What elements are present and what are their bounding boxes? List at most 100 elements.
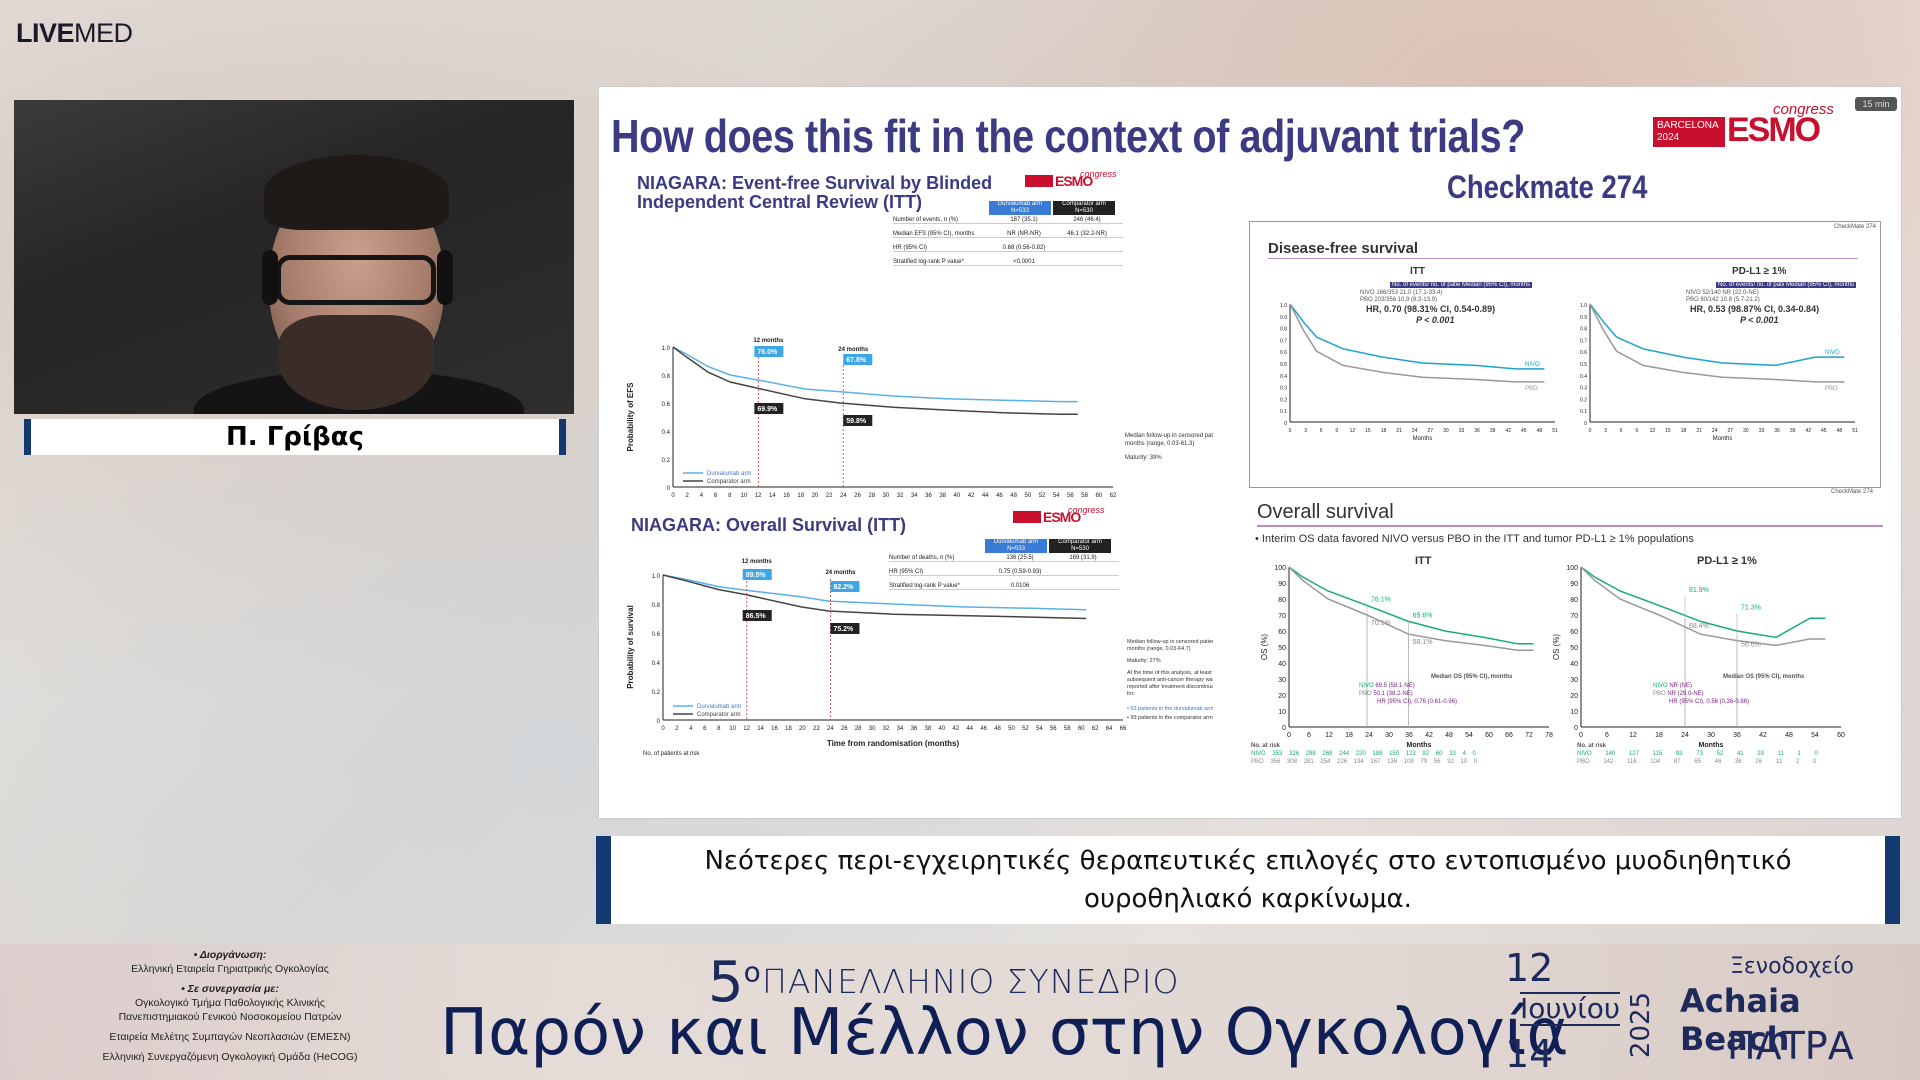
niagara-efs-panel: NIAGARA: Event-free Survival by Blinded … (613, 167, 1213, 567)
cmos-pdl1-x-tick: 6 (1605, 732, 1609, 739)
hr-table-row: HR (95% CI) 0.75 (0.59-0.93) (889, 569, 1119, 576)
cmos-itt-x-tick: 12 (1325, 732, 1333, 739)
efs-x-tick: 2 (686, 493, 690, 499)
efs-val24-top: 67.8% (846, 357, 867, 364)
os-title-rule (1257, 525, 1883, 527)
dfs-itt-y-tick: 0.9 (1280, 315, 1287, 321)
os-tag24: 24 months (825, 570, 856, 576)
hr-table-row: Stratified log-rank P value* 0.0106 (889, 583, 1119, 590)
efs-legend-comp: Comparator arm (707, 479, 751, 485)
dfs-pdl1-x-tick: 12 (1650, 428, 1656, 434)
os-val24-top-bg (830, 581, 860, 592)
hr-table-row: Stratified log-rank P value* <0.0001 (893, 259, 1123, 266)
os-x-tick: 58 (1064, 726, 1071, 732)
os-x-tick: 46 (980, 726, 987, 732)
dfs-itt-x-tick: 9 (1335, 428, 1338, 434)
efs-y-tick: 0.4 (662, 430, 671, 436)
os-legend-comp: Comparator arm (697, 712, 741, 718)
os-x-tick: 24 (827, 726, 834, 732)
slide-title: How does this fit in the context of adju… (611, 110, 1525, 162)
os-x-tick: 40 (938, 726, 945, 732)
efs-x-tick: 30 (883, 493, 890, 499)
dfs-pdl1-x-tick: 15 (1665, 428, 1671, 434)
cmos-itt-y-tick: 60 (1278, 629, 1286, 636)
os-x-tick: 42 (952, 726, 959, 732)
efs-x-tick: 36 (925, 493, 932, 499)
cmos-itt-value-1: 65.6% (1413, 612, 1433, 619)
dfs-pdl1-x-tick: 24 (1712, 428, 1718, 434)
efs-x-tick: 26 (854, 493, 861, 499)
efs-x-tick: 8 (728, 493, 732, 499)
cmos-itt-x-tick: 54 (1465, 732, 1473, 739)
os-maturity: Maturity: 27% (1127, 658, 1161, 664)
cmos-pdl1-xlabel: Months (1699, 742, 1724, 749)
organizers: • Διοργάνωση: Ελληνική Εταιρεία Γηριατρι… (102, 949, 358, 1063)
dfs-pdl1-y-tick: 0.6 (1580, 350, 1587, 356)
cmos-itt-x-tick: 60 (1485, 732, 1493, 739)
cmos-pdl1-x-tick: 30 (1707, 732, 1715, 739)
dfs-pdl1-x-tick: 21 (1696, 428, 1702, 434)
os-y-tick: 0.4 (652, 661, 661, 667)
conference-subtitle: ΠΑΝΕΛΛΗΝΙΟ ΣΥΝΕΔΡΙΟ (762, 962, 1180, 1001)
date-month: Ιουνίου (1520, 992, 1621, 1026)
os-y-tick: 0.6 (652, 632, 661, 638)
os-x-tick: 48 (994, 726, 1001, 732)
os-y-tick: 0.8 (652, 603, 661, 609)
os-followup: Median follow-up in censored patients: 4… (1127, 639, 1213, 645)
dfs-pdl1-y-tick: 0 (1584, 421, 1587, 427)
cmos-itt-x-tick: 36 (1405, 732, 1413, 739)
dfs-pdl1-y-tick: 0.9 (1580, 315, 1587, 321)
efs-x-tick: 14 (769, 493, 776, 499)
headset-left (262, 250, 278, 305)
efs-x-tick: 60 (1095, 493, 1102, 499)
efs-ylabel: Probability of EFS (626, 382, 635, 452)
cmos-itt-y-tick: 40 (1278, 661, 1286, 668)
dfs-itt-x-tick: 21 (1396, 428, 1402, 434)
cmos-itt-nivo-curve (1288, 566, 1534, 645)
cmos-pdl1-x-tick: 12 (1629, 732, 1637, 739)
os-val12-bot-bg (742, 610, 772, 621)
dfs-pdl1-y-tick: 0.7 (1580, 338, 1587, 344)
os-km-plot: 0 2 4 6 8 10 12 14 16 18 20 22 24 26 28 30 32 34 36 38 40 42 4… (626, 559, 1213, 757)
cmos-pdl1-x-tick: 0 (1579, 732, 1583, 739)
cmos-pdl1-y-tick: 80 (1570, 597, 1578, 604)
dfs-pdl1-y-tick: 0.8 (1580, 327, 1587, 333)
cmos-itt-value-3: 58.1% (1413, 639, 1433, 646)
cmos-pdl1-y-tick: 10 (1570, 709, 1578, 716)
os-x-tick: 16 (771, 726, 778, 732)
dfs-itt-x-tick: 12 (1350, 428, 1356, 434)
esmo-mini-logo-2: ESMO congress (1013, 505, 1105, 525)
cmos-itt-y-tick: 20 (1278, 693, 1286, 700)
dfs-itt-x-tick: 3 (1304, 428, 1307, 434)
os-x-tick: 28 (855, 726, 862, 732)
os-note1: • 53 patients in the durvalumab arm (1127, 706, 1213, 712)
cmos-pdl1-y-tick: 20 (1570, 693, 1578, 700)
efs-x-tick: 50 (1024, 493, 1031, 499)
esmo-logo: BARCELONA 2024 ESMO congress (1653, 101, 1863, 151)
efs-y-tick: 0 (667, 486, 671, 492)
os-x-tick: 32 (883, 726, 890, 732)
dfs-itt-y-tick: 0.1 (1280, 409, 1287, 415)
os-comparator-curve (662, 574, 1087, 620)
dfs-itt-nivo-curve (1289, 303, 1545, 370)
dfs-title-rule (1268, 258, 1858, 259)
headset-right (437, 250, 453, 305)
hr-table-row: Number of deaths, n (%) 136 (25.5) 169 (31… (889, 555, 1119, 562)
efs-x-tick: 62 (1110, 493, 1117, 499)
os-val24-top: 82.2% (833, 584, 854, 591)
dfs-pdl1-y-tick: 0.4 (1580, 374, 1587, 380)
efs-x-tick: 44 (982, 493, 989, 499)
cmos-itt-value-0: 76.1% (1371, 596, 1391, 603)
efs-comparator-curve (672, 346, 1078, 415)
efs-y-tick: 0.8 (662, 374, 671, 380)
dfs-pdl1-x-tick: 42 (1805, 428, 1811, 434)
dfs-itt-y-tick: 0.3 (1280, 386, 1287, 392)
date-start: 12 (1505, 946, 1554, 990)
cmos-itt-x-tick: 72 (1525, 732, 1533, 739)
dfs-itt-x-tick: 6 (1320, 428, 1323, 434)
cmos-pdl1-y-tick: 70 (1570, 613, 1578, 620)
cmos-itt-y-tick: 100 (1274, 565, 1286, 572)
cmos-itt-y-tick: 50 (1278, 645, 1286, 652)
talk-caption: Νεότερες περι-εγχειρητικές θεραπευτικές … (596, 836, 1900, 924)
dfs-pdl1-x-tick: 9 (1635, 428, 1638, 434)
